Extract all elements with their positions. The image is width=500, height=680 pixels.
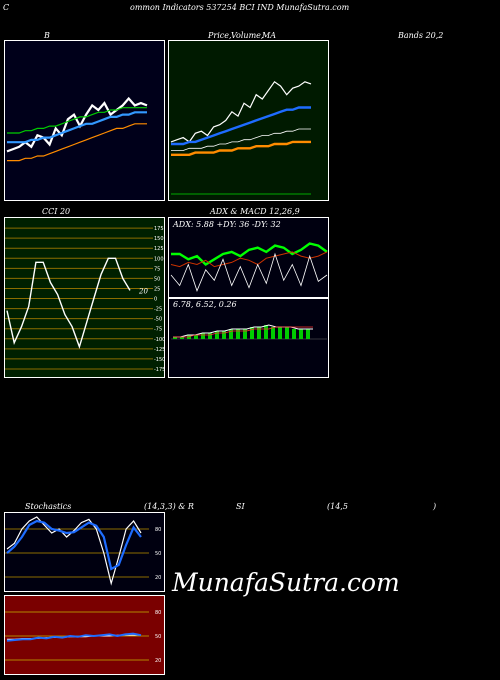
cci-line [6, 257, 131, 350]
ma-series-3 [171, 140, 311, 157]
cci-tick-3: 100 [154, 256, 164, 262]
adx-series-0 [171, 242, 328, 267]
macd-bar-3 [194, 335, 198, 339]
stoch-d-line [6, 519, 142, 571]
macd-bar-15 [278, 327, 282, 339]
macd-bar-12 [257, 327, 261, 339]
ma-series-0 [170, 80, 312, 143]
header-title: ommon Indicators 537254 BCI IND MunafaSu… [130, 3, 350, 12]
cci-tick-9: -50 [154, 317, 162, 323]
stoch-tick-0: 80 [155, 527, 161, 533]
macd-bar-18 [299, 329, 303, 339]
macd-bar-16 [285, 327, 289, 339]
macd-bar-4 [201, 333, 205, 339]
bb-series-1 [7, 107, 147, 134]
macd-bar-0 [173, 337, 177, 339]
cci-tick-5: 50 [154, 276, 160, 282]
bollinger-chart [6, 96, 148, 162]
cci-tick-8: -25 [154, 307, 162, 313]
adx-series-2 [170, 252, 328, 292]
label-bands: Bands 20,2 [398, 31, 444, 40]
cci-tick-6: 25 [154, 286, 160, 292]
macd-readout: 6.78, 6.52, 0.26 [173, 300, 237, 309]
label-stoch: Stochastics [25, 502, 72, 511]
stochastics-chart: 80 50 20 [5, 516, 161, 586]
label-volume: Volume, [231, 31, 264, 40]
macd-chart [171, 324, 327, 340]
rsi-line [6, 632, 142, 642]
cci-tick-1: 150 [154, 236, 164, 242]
macd-bar-6 [215, 331, 219, 339]
bollinger-panel [4, 40, 165, 201]
macd-bar-1 [180, 337, 184, 339]
macd-bar-5 [208, 333, 212, 339]
label-ma: MA [262, 31, 276, 40]
rsi-tick-1: 50 [155, 634, 161, 640]
cci-tick-14: -175 [154, 367, 165, 373]
macd-bar-17 [292, 329, 296, 339]
cci-tick-4: 75 [154, 266, 160, 272]
stoch-k-line [6, 516, 142, 586]
header-c: C [3, 3, 10, 12]
cci-tick-12: -125 [154, 347, 165, 353]
rsi-tick-0: 80 [155, 610, 161, 616]
label-price: Price, [208, 31, 232, 40]
macd-bar-9 [236, 329, 240, 339]
cci-tick-11: -100 [154, 337, 165, 343]
label-adx-macd: ADX & MACD 12,26,9 [210, 207, 300, 216]
adx-series-1 [170, 251, 328, 268]
label-rsi-close: ) [433, 502, 437, 511]
cci-tick-10: -75 [154, 327, 162, 333]
macd-bar-10 [243, 329, 247, 339]
price-ma-chart [170, 80, 312, 195]
label-b: B [44, 31, 50, 40]
macd-bar-19 [306, 329, 310, 339]
stochastics-panel: 80 50 20 [4, 512, 165, 592]
price-ma-panel [168, 40, 329, 201]
cci-chart: 175 150 125 100 75 50 25 0 -25 -50 -75 -100 -125 -150… [5, 226, 165, 373]
bb-series-0 [6, 96, 148, 153]
macd-panel: 6.78, 6.52, 0.26 [168, 298, 329, 378]
macd-bar-7 [222, 331, 226, 339]
label-cci: CCI 20 [42, 207, 71, 216]
cci-tick-0: 175 [154, 226, 164, 232]
macd-bar-14 [271, 327, 275, 339]
cci-tick-2: 125 [154, 246, 164, 252]
bb-series-2 [7, 111, 147, 144]
cci-tick-13: -150 [154, 357, 165, 363]
adx-chart [170, 242, 328, 292]
rsi-tick-2: 20 [155, 658, 161, 664]
adx-readout: ADX: 5.88 +DY: 36 -DY: 32 [173, 220, 281, 229]
cci-tick-7: 0 [154, 297, 157, 303]
cci-value-label: 20 [138, 287, 148, 295]
adx-panel: ADX: 5.88 +DY: 36 -DY: 32 [168, 217, 329, 298]
label-rsi-params: (14,5 [327, 502, 348, 511]
stoch-tick-1: 50 [155, 551, 161, 557]
label-si: SI [236, 502, 245, 511]
stoch-tick-2: 20 [155, 575, 161, 581]
cci-panel: 175 150 125 100 75 50 25 0 -25 -50 -75 -100 -125 -150… [4, 217, 165, 378]
bb-series-3 [7, 123, 147, 162]
macd-bar-13 [264, 325, 268, 339]
macd-bar-8 [229, 329, 233, 339]
label-stoch-params: (14,3,3) & R [144, 502, 194, 511]
rsi-chart: 80 50 20 [5, 610, 161, 664]
macd-bar-11 [250, 327, 254, 339]
ma-series-1 [171, 106, 311, 146]
watermark: MunafaSutra.com [172, 568, 400, 597]
ma-series-2 [171, 128, 311, 151]
rsi-panel: 80 50 20 [4, 595, 165, 675]
macd-signal-line [173, 326, 313, 338]
